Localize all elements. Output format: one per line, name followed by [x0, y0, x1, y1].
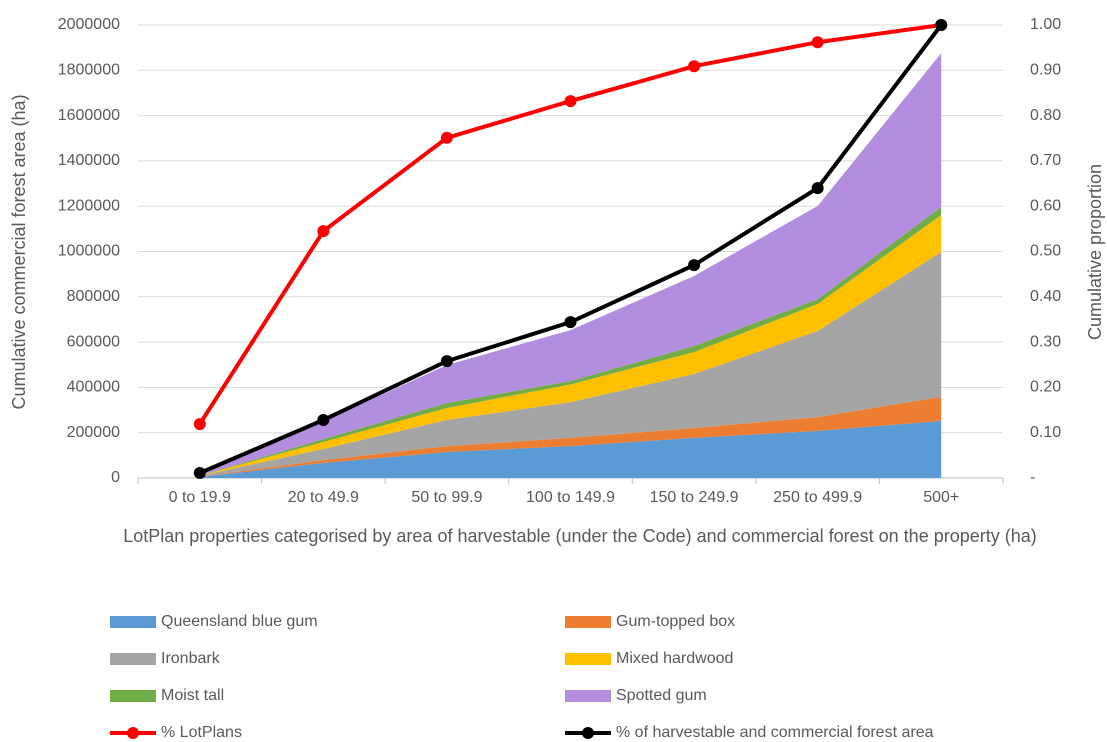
- y-tick-label: 800000: [67, 288, 120, 305]
- y2-tick-label: 0.70: [1030, 152, 1061, 169]
- y-axis-title: Cumulative commercial forest area (ha): [9, 94, 29, 409]
- line-marker: [935, 19, 948, 31]
- legend-label: Queensland blue gum: [161, 613, 318, 630]
- y-tick-label: 1200000: [58, 197, 120, 214]
- legend-label: Moist tall: [161, 687, 224, 704]
- y2-tick-label: 0.40: [1030, 288, 1061, 305]
- x-tick-label: 150 to 249.9: [650, 489, 739, 506]
- legend-label: Ironbark: [161, 650, 221, 667]
- x-tick-label: 500+: [923, 489, 959, 506]
- x-tick-label: 100 to 149.9: [526, 489, 615, 506]
- y2-tick-label: 0.50: [1030, 243, 1061, 260]
- area: [199, 420, 942, 478]
- legend-swatch: [565, 653, 611, 665]
- legend-swatch: [110, 653, 156, 665]
- legend-swatch: [110, 616, 156, 628]
- y-tick-label: 200000: [67, 424, 120, 441]
- y2-tick-label: 0.90: [1030, 62, 1061, 79]
- legend-swatch: [582, 727, 594, 739]
- x-axis-title: LotPlan properties categorised by area o…: [123, 526, 1037, 546]
- line-marker: [317, 225, 330, 238]
- y-tick-label: 0: [111, 469, 120, 486]
- x-tick-label: 20 to 49.9: [288, 489, 359, 506]
- y2-axis-title: Cumulative proportion: [1085, 164, 1105, 340]
- legend-swatch: [565, 690, 611, 702]
- area: [199, 396, 942, 477]
- y2-tick-label: 0.30: [1030, 333, 1061, 350]
- line-marker: [440, 355, 453, 368]
- legend-swatch: [127, 727, 139, 739]
- legend-swatch: [110, 690, 156, 702]
- legend-label: Mixed hardwood: [616, 650, 733, 667]
- y-tick-label: 400000: [67, 379, 120, 396]
- legend-label: Gum-topped box: [616, 613, 735, 630]
- y2-tick-label: 1.00: [1030, 16, 1061, 33]
- line-marker: [564, 316, 577, 329]
- y2-tick-label: 0.60: [1030, 197, 1061, 214]
- x-tick-label: 0 to 19.9: [169, 489, 231, 506]
- x-tick-label: 50 to 99.9: [411, 489, 482, 506]
- y-tick-label: 1000000: [58, 243, 120, 260]
- y-tick-label: 2000000: [58, 16, 120, 33]
- y-tick-label: 1800000: [58, 62, 120, 79]
- line-marker: [811, 182, 824, 195]
- legend-label: Spotted gum: [616, 687, 707, 704]
- legend-label: % of harvestable and commercial forest a…: [616, 724, 934, 741]
- line-marker: [811, 36, 824, 49]
- line-marker: [440, 131, 453, 144]
- legend-swatch: [565, 616, 611, 628]
- y2-tick-label: 0.80: [1030, 107, 1061, 124]
- line-marker: [564, 95, 577, 108]
- area: [199, 251, 942, 477]
- line-marker: [688, 259, 701, 272]
- y2-tick-label: 0.10: [1030, 424, 1061, 441]
- y-tick-label: 600000: [67, 333, 120, 350]
- line-marker: [193, 418, 206, 431]
- y2-tick-label: -: [1030, 469, 1035, 486]
- line-marker: [317, 414, 330, 427]
- area: [199, 53, 942, 476]
- y-tick-label: 1400000: [58, 152, 120, 169]
- legend-label: % LotPlans: [161, 724, 242, 741]
- x-tick-label: 250 to 499.9: [773, 489, 862, 506]
- line-marker: [193, 467, 206, 480]
- y-tick-label: 1600000: [58, 107, 120, 124]
- y2-tick-label: 0.20: [1030, 379, 1061, 396]
- line-marker: [688, 60, 701, 73]
